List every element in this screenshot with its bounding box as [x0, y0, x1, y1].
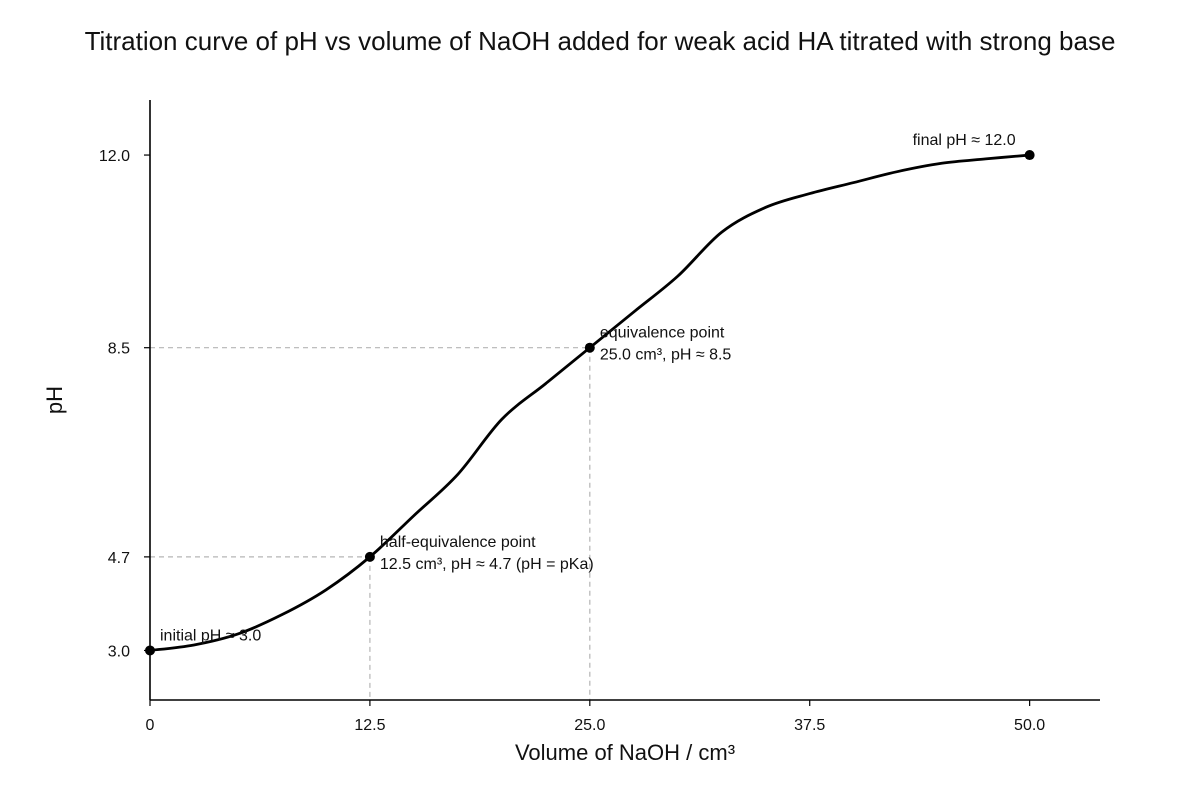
chart-title: Titration curve of pH vs volume of NaOH …: [85, 26, 1116, 56]
x-tick-label: 12.5: [354, 717, 385, 734]
key-point-annotation: final pH ≈ 12.0: [913, 132, 1016, 149]
y-tick-label: 3.0: [108, 643, 130, 660]
key-point-annotation: 12.5 cm³, pH ≈ 4.7 (pH = pKa): [380, 556, 594, 573]
key-point-annotation: half-equivalence point: [380, 534, 536, 551]
guide-lines: [150, 347, 591, 700]
key-point-marker: [584, 342, 595, 353]
key-point-annotation: 25.0 cm³, pH ≈ 8.5: [600, 347, 732, 364]
key-point-markers: [145, 150, 1035, 656]
key-point-marker: [364, 551, 375, 562]
x-tick-label: 0: [146, 717, 155, 734]
x-axis-label: Volume of NaOH / cm³: [515, 740, 735, 765]
key-point-marker: [145, 645, 155, 656]
x-tick-label: 25.0: [574, 717, 605, 734]
key-point-annotations: initial pH ≈ 3.0 half-equivalence point 12…: [160, 132, 1016, 644]
x-tick-label: 37.5: [794, 717, 825, 734]
y-tick-label: 12.0: [99, 148, 130, 165]
x-axis-ticks: 0 12.5 25.0 37.5 50.0: [146, 700, 1045, 734]
key-point-marker: [1024, 150, 1035, 161]
key-point-annotation: initial pH ≈ 3.0: [160, 627, 261, 644]
y-tick-label: 8.5: [108, 341, 130, 358]
x-tick-label: 50.0: [1014, 717, 1045, 734]
y-axis-ticks: 3.0 4.7 8.5 12.0: [99, 148, 150, 660]
y-axis-label: pH: [42, 386, 67, 414]
key-point-annotation: equivalence point: [600, 325, 725, 342]
y-tick-label: 4.7: [108, 550, 130, 567]
